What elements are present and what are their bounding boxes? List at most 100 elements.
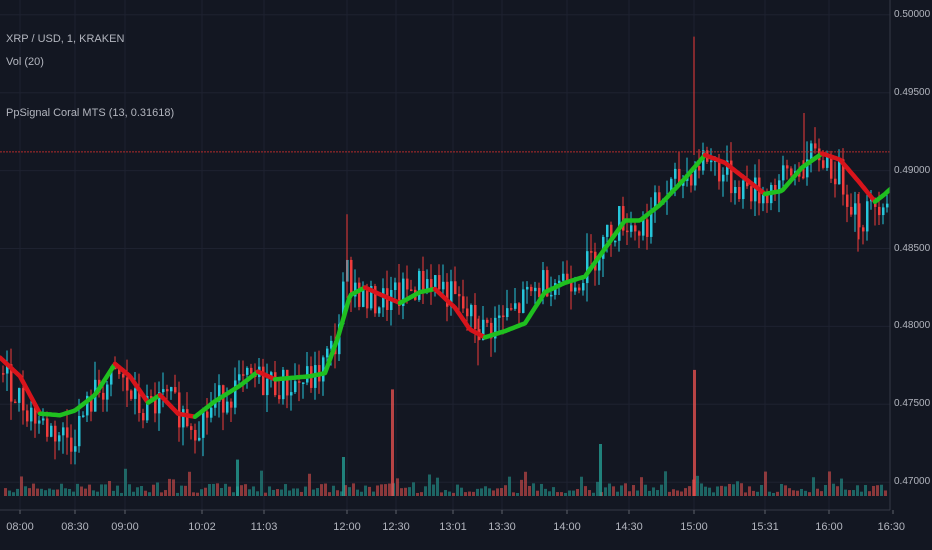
candle-body: [114, 367, 117, 370]
candle-body: [238, 374, 241, 381]
volume-bar: [444, 490, 447, 496]
volume-bar: [816, 488, 819, 496]
volume-bar: [772, 492, 775, 496]
candle-body: [242, 374, 245, 376]
coral-segment-down: [702, 152, 768, 197]
candle-body: [294, 381, 297, 393]
volume-bar: [568, 490, 571, 496]
candle-body: [266, 378, 269, 396]
volume-bar: [28, 488, 31, 496]
volume-bar: [64, 488, 67, 496]
time-tick-label: 14:30: [615, 521, 643, 533]
candle-body: [570, 282, 573, 292]
symbol-legend[interactable]: XRP / USD, 1, KRAKEN: [6, 33, 125, 45]
candle-body: [650, 209, 653, 237]
volume-bar: [96, 491, 99, 496]
volume-bar: [744, 492, 747, 496]
volume-bar: [80, 486, 83, 496]
volume-bar: [644, 484, 647, 496]
candle-body: [26, 410, 29, 422]
volume-bar: [320, 484, 323, 496]
volume-bar: [8, 490, 11, 496]
volume-bar: [52, 489, 55, 496]
candle-body: [630, 225, 633, 232]
volume-bar: [204, 487, 207, 496]
candle-body: [350, 259, 353, 297]
candle-body: [606, 224, 609, 237]
volume-bar: [408, 487, 411, 496]
candle-body: [550, 294, 553, 297]
volume-bar: [364, 485, 367, 496]
time-tick-label: 15:00: [680, 521, 708, 533]
volume-bar: [448, 491, 451, 496]
volume-bar: [680, 491, 683, 496]
volume-bar: [132, 491, 135, 496]
volume-bar: [76, 483, 79, 496]
volume-bar: [488, 488, 491, 496]
candle-body: [742, 180, 745, 200]
volume-bar: [808, 492, 811, 496]
candle-body: [402, 278, 405, 306]
candle-body: [54, 425, 57, 442]
volume-bar: [424, 486, 427, 496]
candle-body: [226, 401, 229, 413]
volume-bar: [728, 483, 731, 496]
candle-body: [278, 395, 281, 400]
volume-bar: [92, 490, 95, 496]
volume-bar: [120, 492, 123, 496]
volume-bar: [540, 483, 543, 496]
volume-bar: [336, 490, 339, 496]
volume-bar: [44, 490, 47, 496]
volume-bar: [340, 491, 343, 496]
volume-bar: [796, 490, 799, 496]
volume-bar: [240, 485, 243, 496]
volume-bar: [636, 490, 639, 496]
indicator-legend[interactable]: PpSignal Coral MTS (13, 0.31618): [6, 107, 175, 119]
coral-segment-down: [362, 285, 402, 305]
candle-body: [162, 389, 165, 393]
price-tick-label: 0.50000: [894, 8, 931, 20]
volume-bar: [724, 486, 727, 496]
volume-bar: [60, 483, 63, 496]
volume-bar: [348, 487, 351, 496]
candle-body: [842, 159, 845, 195]
candle-body: [134, 388, 137, 399]
candle-body: [850, 206, 853, 215]
volume-bar: [804, 490, 807, 496]
volume-bar: [232, 492, 235, 496]
candle-body: [574, 287, 577, 292]
volume-bar: [428, 474, 431, 496]
coral-segment-up: [762, 151, 824, 197]
candle-body: [406, 278, 409, 290]
volume-bar: [216, 483, 219, 496]
volume-bar: [20, 476, 23, 496]
candle-body: [62, 427, 65, 436]
volume-bar: [212, 483, 215, 496]
candle-body: [690, 174, 693, 186]
candle-body: [154, 398, 157, 414]
volume-bar: [4, 488, 7, 496]
price-tick-label: 0.49500: [894, 86, 931, 98]
volume-bar: [116, 485, 119, 496]
candle-body: [218, 385, 221, 402]
candle-body: [290, 392, 293, 396]
candle-body: [34, 407, 37, 424]
volume-bar: [784, 485, 787, 496]
candle-body: [130, 390, 133, 399]
volume-bar: [476, 488, 479, 496]
volume-bar: [284, 484, 287, 496]
volume-bar: [592, 492, 595, 496]
coral-segment-up: [272, 285, 368, 382]
volume-bar: [40, 488, 43, 496]
volume-bar: [100, 484, 103, 496]
volume-bar: [792, 490, 795, 496]
candle-body: [30, 407, 33, 422]
volume-bar: [372, 491, 375, 496]
volume-legend[interactable]: Vol (20): [6, 56, 44, 68]
volume-bar: [524, 471, 527, 496]
volume-bar: [848, 490, 851, 496]
volume-bar: [800, 488, 803, 496]
coral-segment-up: [37, 363, 117, 418]
volume-bar: [860, 491, 863, 496]
